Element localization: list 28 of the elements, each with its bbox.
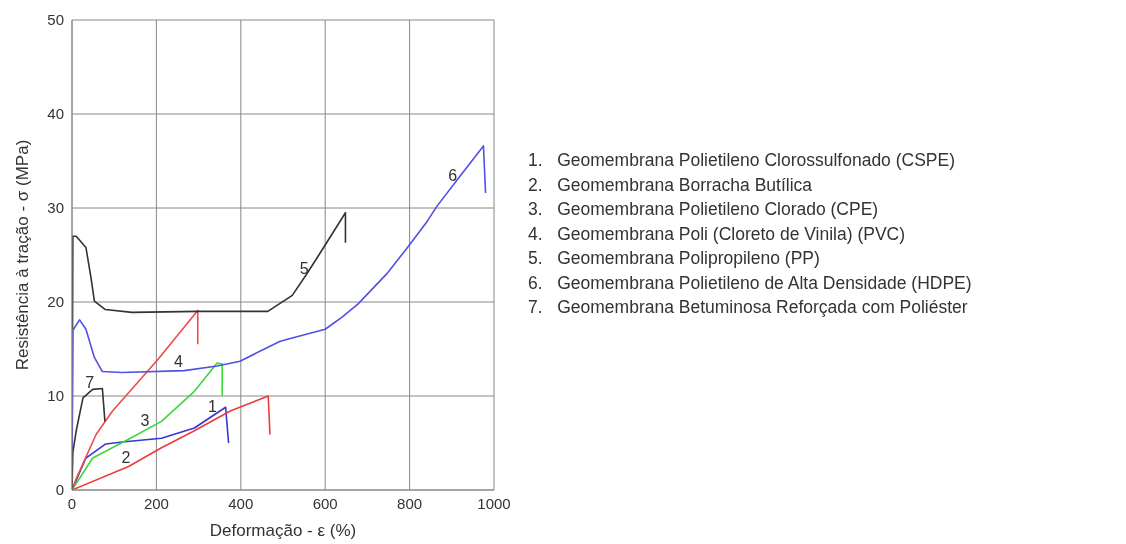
annotation: 7 (85, 374, 95, 392)
x-axis-title: Deformação - ε (%) (209, 521, 357, 540)
text: 6. Geomembrana Polietileno de Alta Densidade (HDPE) (528, 271, 972, 295)
x-tick-label: 0 (67, 494, 77, 512)
y-tick-label: 50 (47, 11, 64, 29)
x-tick-label: 200 (143, 494, 169, 512)
x-tick-label: 600 (312, 494, 338, 512)
x-tick-label: 800 (397, 494, 423, 512)
text: 5. Geomembrana Polipropileno (PP) (528, 247, 821, 270)
y-tick-label: 30 (47, 199, 64, 217)
y-axis-title: Resistência à tração - σ (MPa) (13, 139, 33, 371)
text: 2. Geomembrana Borracha Butílica (528, 173, 814, 197)
y-tick-label: 40 (47, 105, 64, 123)
y-tick-label: 10 (47, 387, 64, 405)
x-tick-label: 1000 (477, 494, 511, 512)
text: 1. Geomembrana Polietileno Clorossulfonado (CSPE) (528, 149, 957, 172)
y-tick-label: 0 (55, 481, 64, 499)
annotation: 4 (173, 352, 183, 370)
text: 3. Geomembrana Polietileno Clorado (CPE) (528, 198, 880, 221)
y-tick-label: 20 (47, 293, 64, 311)
annotation: 1 (208, 397, 218, 415)
text: 7. Geomembrana Betuminosa Reforçada com Poliéster (528, 296, 969, 319)
annotation: 3 (140, 411, 150, 429)
annotation: 6 (448, 167, 458, 185)
text: 4. Geomembrana Poli (Cloreto de Vinila) (PVC) (528, 222, 907, 246)
annotation: 5 (299, 259, 309, 277)
annotation: 2 (121, 449, 131, 467)
x-tick-label: 400 (228, 494, 254, 512)
